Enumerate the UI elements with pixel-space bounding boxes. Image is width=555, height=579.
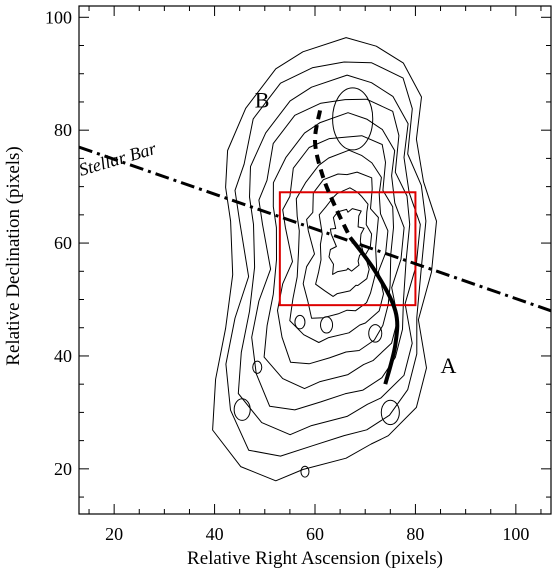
y-tick-label: 40: [54, 346, 72, 366]
contour-island: [380, 399, 400, 426]
y-tick-label: 20: [54, 459, 72, 479]
contour-line: [315, 187, 373, 297]
x-tick-label: 100: [502, 524, 529, 544]
contour-island: [320, 316, 334, 334]
axes-frame: [78, 5, 552, 515]
contour-line: [212, 37, 437, 482]
axis-ticks: [79, 6, 551, 514]
y-tick-label: 100: [45, 7, 72, 27]
contour-line: [237, 74, 421, 436]
x-tick-label: 60: [306, 524, 324, 544]
x-axis-title: Relative Right Ascension (pixels): [187, 548, 443, 569]
contour-lines: [212, 37, 437, 482]
stellar-bar-label: Stellar Bar: [76, 138, 159, 180]
tick-labels: 20 40 60 80 100 20 40 60 80 100: [45, 7, 529, 544]
y-axis-title: Relative Declination (pixels): [3, 146, 24, 365]
dashed-curve: [312, 110, 352, 239]
annotation-b: B: [255, 88, 270, 113]
contour-island: [300, 465, 310, 478]
y-tick-label: 80: [54, 120, 72, 140]
x-tick-label: 80: [406, 524, 424, 544]
x-tick-label: 20: [105, 524, 123, 544]
contour-island: [332, 87, 374, 151]
solid-curve: [348, 236, 400, 385]
contour-line: [225, 61, 427, 457]
stellar-bar-line: [78, 145, 552, 313]
y-tick-label: 60: [54, 233, 72, 253]
contour-line: [328, 208, 365, 275]
annotation-a: A: [441, 353, 457, 378]
contour-line: [263, 112, 405, 390]
contour-island: [233, 398, 251, 421]
contour-island: [368, 324, 383, 343]
x-tick-label: 40: [206, 524, 224, 544]
contour-line: [302, 171, 379, 319]
contour-island: [294, 314, 306, 330]
contour-line: [251, 98, 411, 411]
highlight-box: [278, 191, 417, 307]
contour-line: [289, 149, 389, 343]
contour-island: [252, 360, 263, 374]
